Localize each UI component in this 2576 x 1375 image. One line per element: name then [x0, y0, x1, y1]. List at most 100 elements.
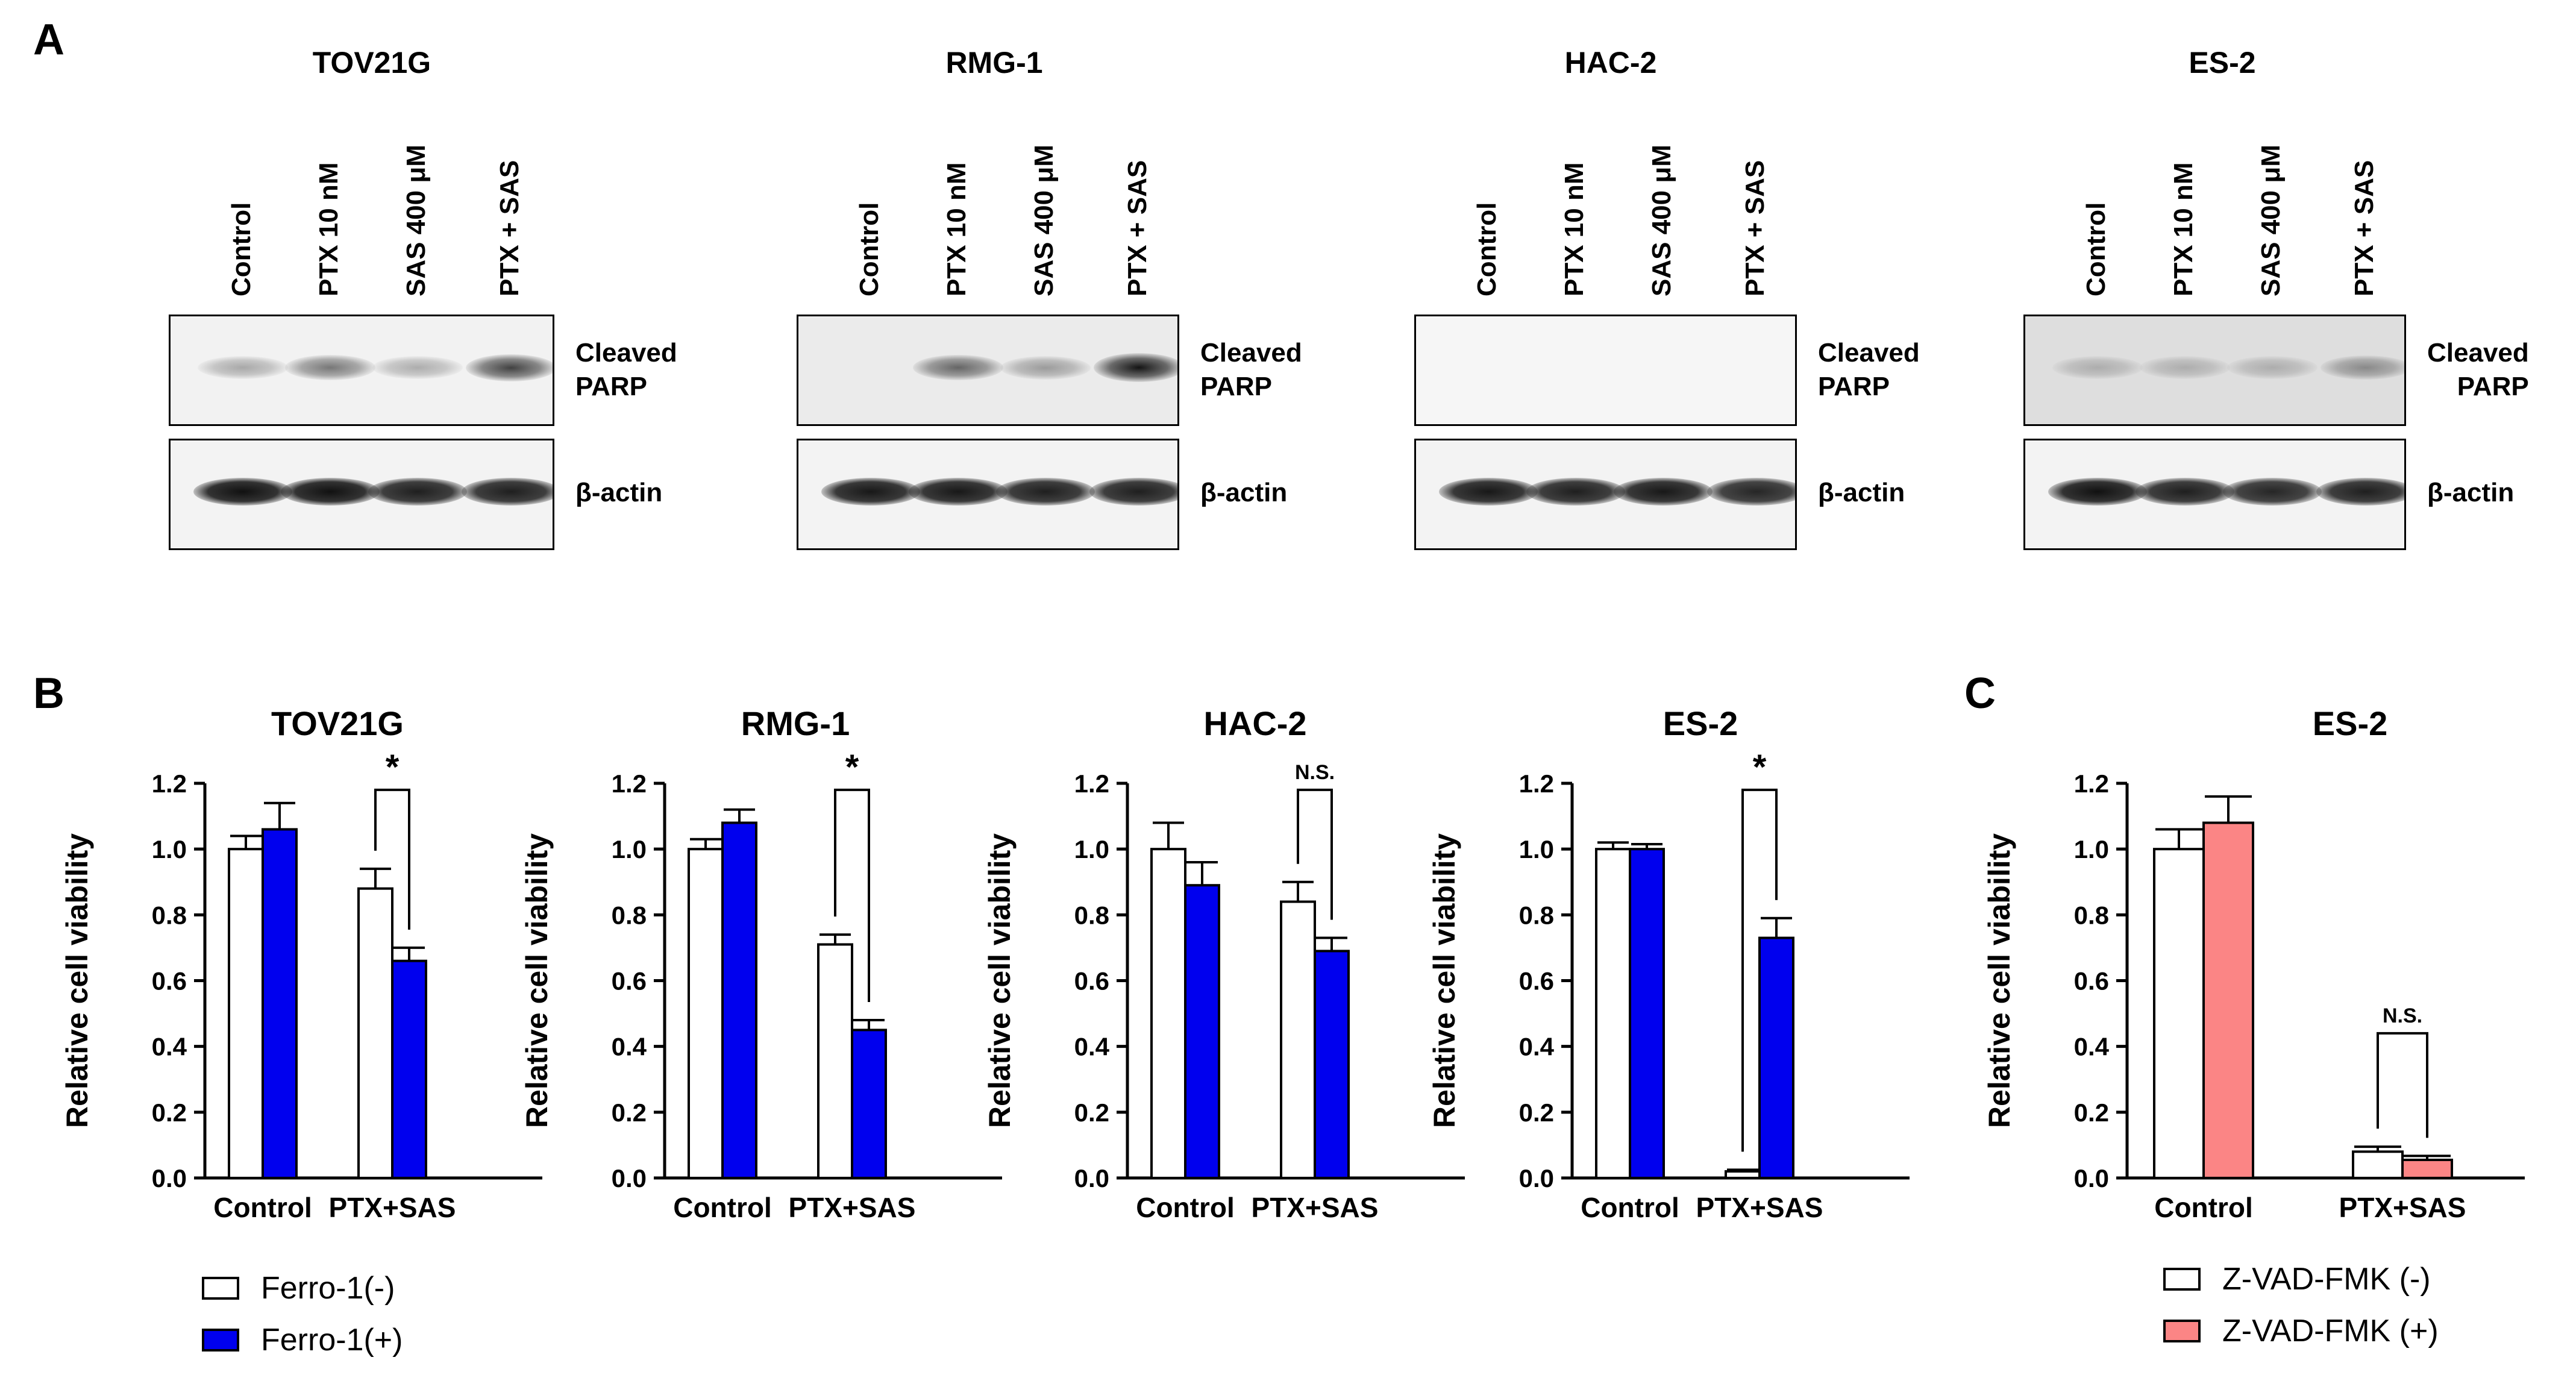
y-tick-label: 0.4: [1074, 1033, 1110, 1061]
beta-actin-band: [1089, 478, 1177, 506]
bar: [1150, 848, 1186, 1179]
significance-bracket: [1297, 788, 1333, 920]
cleaved-label-line2: PARP: [2457, 372, 2529, 401]
beta-actin-band: [2223, 478, 2322, 506]
cleaved-parp-label: Cleaved PARP: [575, 336, 677, 404]
bar: [391, 959, 427, 1179]
cleaved-parp-band: [913, 354, 1003, 381]
y-tick-label: 0.8: [612, 901, 647, 929]
beta-actin-band: [1707, 478, 1795, 506]
beta-actin-band: [821, 478, 920, 506]
y-tick-label: 0.8: [1074, 901, 1109, 929]
y-tick-label: 0.8: [1519, 901, 1554, 929]
y-tick-label: 0.0: [612, 1164, 647, 1192]
y-tick-label: 1.2: [1519, 769, 1554, 798]
significance-label: N.S.: [1295, 761, 1335, 784]
cleaved-parp-blot: [1414, 315, 1797, 426]
cleaved-label-line2: PARP: [1200, 372, 1272, 401]
bar: [1725, 1170, 1761, 1180]
beta-actin-blot: [169, 439, 554, 550]
y-tick-label: 0.0: [2074, 1164, 2109, 1192]
bar: [1595, 848, 1631, 1179]
legend-panel-b: Ferro-1(-) Ferro-1(+): [202, 1262, 403, 1366]
y-tick-label: 0.2: [1074, 1098, 1109, 1127]
x-tick-label: PTX+SAS: [789, 1192, 916, 1223]
cleaved-parp-label: Cleaved PARP: [1200, 336, 1302, 404]
bar: [1314, 950, 1350, 1179]
beta-actin-blot: [1414, 439, 1797, 550]
y-tick-label: 0.6: [152, 967, 187, 995]
legend-item: Ferro-1(-): [202, 1262, 403, 1314]
beta-actin-blot: [797, 439, 1179, 550]
blot-title: ES-2: [2189, 46, 2256, 80]
legend-swatch: [2163, 1320, 2201, 1342]
y-tick-label: 1.2: [2074, 769, 2109, 798]
beta-actin-label: β-actin: [1200, 478, 1288, 507]
bar: [1184, 884, 1220, 1180]
y-tick-label: 1.0: [612, 835, 647, 863]
y-axis-label: Relative cell viability: [60, 833, 94, 1128]
bar: [1280, 900, 1316, 1179]
significance-bracket: [374, 788, 410, 930]
bar: [721, 821, 757, 1179]
beta-actin-band: [1439, 478, 1538, 506]
y-tick-label: 0.6: [2074, 967, 2109, 995]
legend-swatch: [202, 1277, 239, 1300]
beta-actin-band: [2136, 478, 2234, 506]
y-tick-label: 0.8: [152, 901, 187, 929]
y-axis-label: Relative cell viability: [983, 833, 1017, 1128]
beta-actin-blot: [2023, 439, 2406, 550]
significance-label: *: [1753, 748, 1767, 787]
beta-actin-band: [996, 478, 1095, 506]
x-tick-label: Control: [673, 1192, 772, 1223]
beta-actin-band: [462, 478, 553, 506]
beta-actin-band: [1526, 478, 1625, 506]
y-tick-label: 0.4: [612, 1033, 647, 1061]
cleaved-parp-label: Cleaved PARP: [1818, 336, 1920, 404]
cleaved-parp-label: Cleaved PARP: [2427, 336, 2529, 404]
beta-actin-band: [193, 478, 292, 506]
cleaved-parp-band: [466, 354, 553, 381]
y-tick-label: 0.6: [1519, 967, 1554, 995]
chart-title: ES-2: [2313, 704, 2388, 742]
bar: [1629, 848, 1665, 1179]
beta-actin-label: β-actin: [2427, 478, 2515, 507]
cleaved-parp-band: [198, 355, 288, 380]
x-tick-label: Control: [1581, 1192, 1679, 1223]
beta-actin-band: [368, 478, 467, 506]
panel-letter-b: B: [33, 669, 64, 718]
cleaved-parp-band: [1094, 353, 1177, 382]
significance-bracket: [2377, 1032, 2428, 1138]
y-axis-label: Relative cell viability: [1427, 833, 1461, 1128]
beta-actin-band: [2048, 478, 2147, 506]
y-axis-label: Relative cell viability: [520, 833, 554, 1128]
y-tick-label: 0.6: [1074, 967, 1109, 995]
chart-title: TOV21G: [271, 704, 404, 742]
panel-letter-c: C: [1964, 669, 1996, 718]
blot-title: RMG-1: [945, 46, 1043, 80]
x-tick-label: Control: [1136, 1192, 1235, 1223]
cleaved-parp-band: [2140, 356, 2230, 379]
bar: [851, 1029, 887, 1179]
bar: [688, 848, 724, 1179]
chart-title: RMG-1: [741, 704, 850, 742]
y-tick-label: 0.2: [152, 1098, 187, 1127]
cleaved-label-line1: Cleaved: [2427, 338, 2529, 368]
y-tick-label: 1.0: [152, 835, 187, 863]
y-tick-label: 0.0: [1519, 1164, 1554, 1192]
y-tick-label: 1.2: [152, 769, 187, 798]
x-tick-label: PTX+SAS: [1252, 1192, 1379, 1223]
panel-letter-a: A: [33, 16, 64, 64]
cleaved-parp-band: [2227, 356, 2317, 379]
y-tick-label: 1.2: [612, 769, 647, 798]
significance-label: *: [845, 748, 859, 787]
legend-label: Ferro-1(+): [261, 1323, 403, 1358]
y-tick-label: 0.4: [1519, 1033, 1555, 1061]
cleaved-parp-band: [285, 355, 375, 380]
y-tick-label: 0.2: [612, 1098, 647, 1127]
chart-title: ES-2: [1663, 704, 1738, 742]
y-tick-label: 0.6: [612, 967, 647, 995]
y-tick-label: 0.2: [1519, 1098, 1554, 1127]
y-tick-label: 0.2: [2074, 1098, 2109, 1127]
